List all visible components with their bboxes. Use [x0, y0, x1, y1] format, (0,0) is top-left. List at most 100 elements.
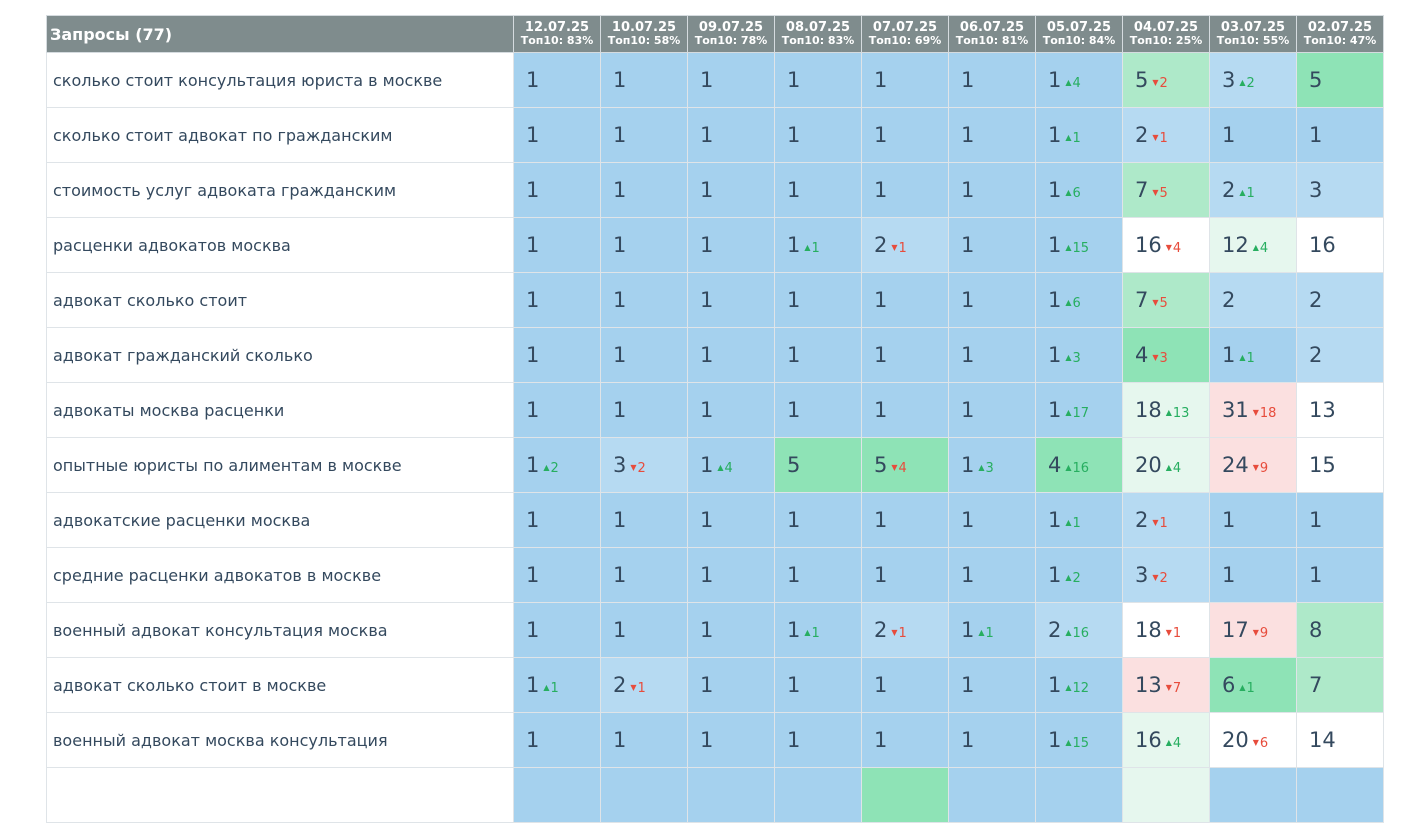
position-cell: 1 ▲1 [948, 602, 1036, 658]
position-value: 1 [526, 673, 540, 697]
position-cell: 1 ▲4 [687, 437, 775, 493]
table-row: сколько стоит консультация юриста в моск… [46, 52, 1384, 108]
position-cell [948, 767, 1036, 823]
position-value: 1 [613, 288, 627, 312]
position-value: 1 [961, 68, 975, 92]
arrow-up-icon: ▲ [1065, 243, 1072, 252]
date-column-header[interactable]: 05.07.25 Топ10: 84% [1035, 15, 1123, 53]
position-cell [774, 767, 862, 823]
position-value: 1 [700, 68, 714, 92]
position-change: ▲16 [1065, 461, 1089, 476]
position-change: ▼9 [1253, 461, 1268, 476]
position-value: 1 [700, 233, 714, 257]
position-cell: 1 [861, 327, 949, 383]
table-row: расценки адвокатов москва 1 1 1 1 ▲1 2 ▼1 1 1 ▲15 1… [46, 217, 1384, 273]
position-change: ▼1 [1166, 626, 1181, 641]
date-column-header[interactable]: 10.07.25 Топ10: 58% [600, 15, 688, 53]
position-cell: 1 ▲1 [774, 217, 862, 273]
position-value: 1 [874, 563, 888, 587]
query-text: сколько стоит адвокат по гражданским [46, 107, 514, 163]
arrow-up-icon: ▲ [1065, 573, 1072, 582]
position-change: ▲1 [1239, 351, 1254, 366]
date-column-header[interactable]: 03.07.25 Топ10: 55% [1209, 15, 1297, 53]
position-value: 1 [700, 508, 714, 532]
date-column-header[interactable]: 09.07.25 Топ10: 78% [687, 15, 775, 53]
position-value: 1 [1048, 673, 1062, 697]
position-value: 1 [787, 68, 801, 92]
position-cell: 17 ▼9 [1209, 602, 1297, 658]
date-column-header[interactable]: 08.07.25 Топ10: 83% [774, 15, 862, 53]
position-value: 1 [961, 673, 975, 697]
position-value: 1 [1222, 343, 1236, 367]
position-change-value: 2 [550, 461, 559, 476]
position-change: ▲1 [1239, 186, 1254, 201]
position-cell: 1 [774, 657, 862, 713]
position-change-value: 2 [1072, 571, 1081, 586]
position-change: ▼1 [1152, 516, 1167, 531]
position-value: 1 [787, 123, 801, 147]
position-value: 5 [1309, 68, 1323, 92]
position-value: 16 [1309, 233, 1336, 257]
position-value: 1 [700, 563, 714, 587]
position-cell: 1 [513, 602, 601, 658]
position-value: 1 [700, 453, 714, 477]
position-change-value: 1 [1159, 516, 1168, 531]
position-value: 1 [961, 123, 975, 147]
position-cell: 13 ▼7 [1122, 657, 1210, 713]
top10-share-label: Топ10: 47% [1303, 34, 1377, 47]
date-column-header[interactable]: 02.07.25 Топ10: 47% [1296, 15, 1384, 53]
position-value: 5 [787, 453, 801, 477]
arrow-down-icon: ▼ [1152, 573, 1159, 582]
position-value: 1 [526, 233, 540, 257]
position-value: 1 [526, 728, 540, 752]
position-cell: 5 ▼2 [1122, 52, 1210, 108]
position-change: ▲12 [1065, 681, 1089, 696]
position-change-value: 1 [1246, 681, 1255, 696]
arrow-up-icon: ▲ [1165, 463, 1172, 472]
arrow-down-icon: ▼ [1152, 133, 1159, 142]
table-row: адвокатские расценки москва 1 1 1 1 1 1 1 ▲1 2 ▼1 1… [46, 492, 1384, 548]
queries-column-header[interactable]: Запросы (77) [46, 15, 514, 53]
position-cell: 1 [687, 272, 775, 328]
position-value: 1 [874, 123, 888, 147]
position-cell [1035, 767, 1123, 823]
position-value: 15 [1309, 453, 1336, 477]
position-change-value: 3 [1072, 351, 1081, 366]
position-change-value: 2 [1159, 76, 1168, 91]
position-value: 1 [1222, 123, 1236, 147]
position-cell: 1 [687, 602, 775, 658]
position-value: 1 [613, 178, 627, 202]
position-cell: 1 [774, 382, 862, 438]
position-value: 6 [1222, 673, 1236, 697]
query-text: адвокаты москва расценки [46, 382, 514, 438]
position-cell: 24 ▼9 [1209, 437, 1297, 493]
top10-share-label: Топ10: 25% [1129, 34, 1203, 47]
date-column-header[interactable]: 06.07.25 Топ10: 81% [948, 15, 1036, 53]
table-row: опытные юристы по алиментам в москве 1 ▲2 3… [46, 437, 1384, 493]
position-change-value: 1 [898, 626, 907, 641]
position-change-value: 1 [1072, 516, 1081, 531]
date-column-header[interactable]: 04.07.25 Топ10: 25% [1122, 15, 1210, 53]
position-value: 1 [787, 288, 801, 312]
date-label: 06.07.25 [959, 20, 1025, 35]
position-value: 1 [874, 728, 888, 752]
position-cell: 1 [774, 107, 862, 163]
arrow-down-icon: ▼ [1152, 78, 1159, 87]
position-value: 1 [613, 233, 627, 257]
position-change: ▼3 [1152, 351, 1167, 366]
date-column-header[interactable]: 12.07.25 Топ10: 83% [513, 15, 601, 53]
position-cell: 1 ▲4 [1035, 52, 1123, 108]
position-cell: 31 ▼18 [1209, 382, 1297, 438]
position-change: ▲4 [1253, 241, 1268, 256]
position-cell: 1 [600, 712, 688, 768]
query-text: адвокат сколько стоит [46, 272, 514, 328]
position-cell: 1 [861, 272, 949, 328]
table-row: адвокаты москва расценки 1 1 1 1 1 1 1 ▲17 18 ▲13 3… [46, 382, 1384, 438]
position-value: 5 [874, 453, 888, 477]
position-value: 2 [1309, 288, 1323, 312]
position-value: 1 [613, 618, 627, 642]
date-column-header[interactable]: 07.07.25 Топ10: 69% [861, 15, 949, 53]
position-change: ▼7 [1166, 681, 1181, 696]
table-row [46, 767, 1384, 823]
position-cell: 1 [513, 547, 601, 603]
